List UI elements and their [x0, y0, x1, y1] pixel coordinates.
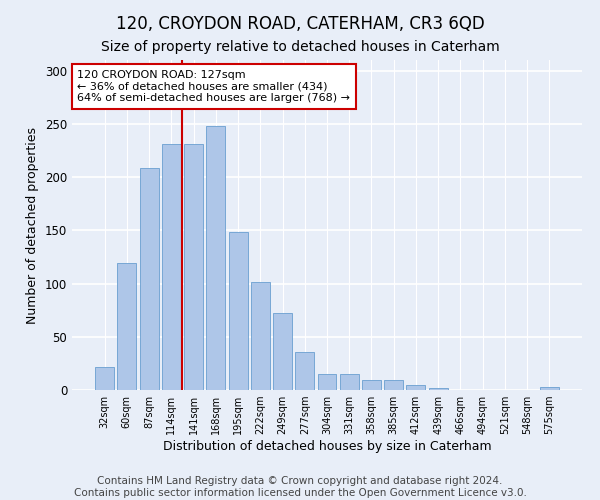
- Bar: [162, 144, 181, 390]
- Bar: [229, 232, 248, 390]
- Bar: [540, 387, 559, 390]
- Bar: [140, 168, 158, 390]
- Y-axis label: Number of detached properties: Number of detached properties: [26, 126, 40, 324]
- X-axis label: Distribution of detached houses by size in Caterham: Distribution of detached houses by size …: [163, 440, 491, 453]
- Bar: [184, 144, 203, 390]
- Bar: [317, 374, 337, 390]
- Bar: [251, 282, 270, 390]
- Bar: [384, 380, 403, 390]
- Bar: [206, 126, 225, 390]
- Text: Size of property relative to detached houses in Caterham: Size of property relative to detached ho…: [101, 40, 499, 54]
- Bar: [340, 374, 359, 390]
- Bar: [95, 366, 114, 390]
- Bar: [273, 314, 292, 390]
- Text: 120 CROYDON ROAD: 127sqm
← 36% of detached houses are smaller (434)
64% of semi-: 120 CROYDON ROAD: 127sqm ← 36% of detach…: [77, 70, 350, 103]
- Bar: [429, 388, 448, 390]
- Text: 120, CROYDON ROAD, CATERHAM, CR3 6QD: 120, CROYDON ROAD, CATERHAM, CR3 6QD: [116, 15, 484, 33]
- Bar: [118, 264, 136, 390]
- Bar: [406, 384, 425, 390]
- Bar: [362, 380, 381, 390]
- Text: Contains HM Land Registry data © Crown copyright and database right 2024.
Contai: Contains HM Land Registry data © Crown c…: [74, 476, 526, 498]
- Bar: [295, 352, 314, 390]
